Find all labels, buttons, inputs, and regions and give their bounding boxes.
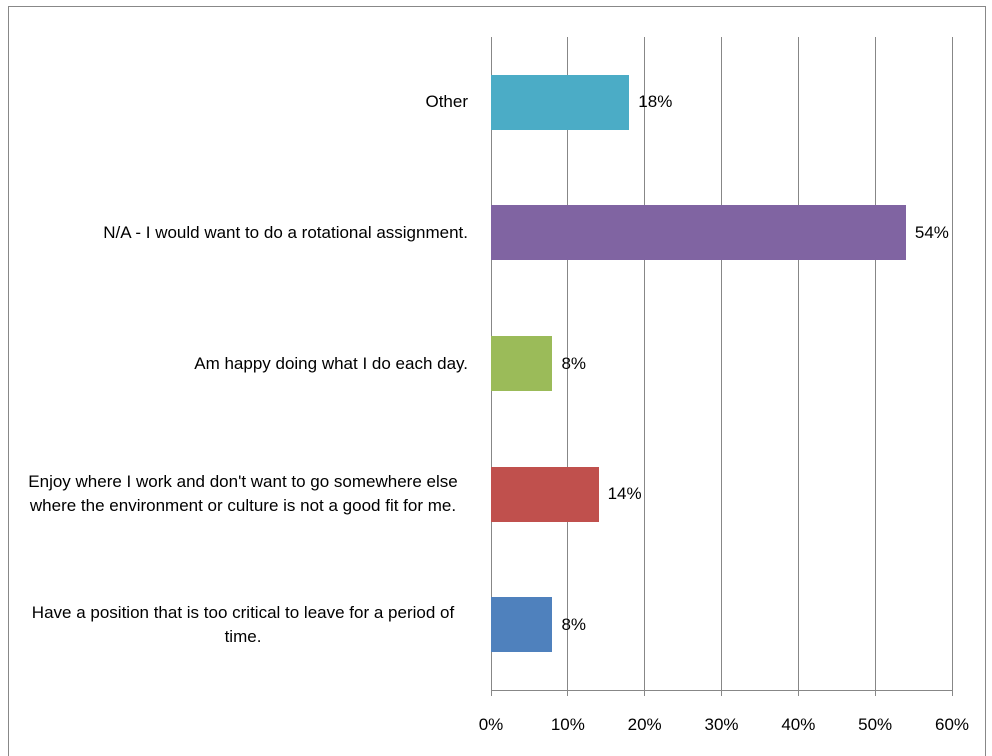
grid-line (951, 37, 953, 690)
tick-mark (490, 690, 492, 696)
tick-mark (567, 690, 569, 696)
x-tick-label: 60% (934, 715, 970, 734)
data-label: 14% (607, 484, 642, 504)
category-label-box: Have a position that is too critical to … (8, 575, 468, 675)
bar (491, 597, 553, 653)
grid-line (567, 37, 569, 690)
tick-mark (797, 690, 799, 696)
y-tick-label: N/A - I would want to do a rotational as… (103, 222, 468, 242)
y-tick-label: Have a position that is too critical to … (31, 602, 455, 646)
x-tick-label: 40% (781, 715, 816, 734)
grid-line (644, 37, 646, 690)
data-label: 18% (638, 92, 673, 112)
category-label-box: N/A - I would want to do a rotational as… (8, 183, 468, 283)
data-label: 8% (561, 614, 587, 634)
category-label-box: Enjoy where I work and don't want to go … (8, 444, 468, 544)
x-axis-line (491, 690, 952, 691)
x-tick-label: 20% (627, 715, 662, 734)
data-label: 8% (561, 353, 587, 373)
bar (491, 74, 630, 130)
tick-mark (874, 690, 876, 696)
x-tick-label: 10% (550, 715, 585, 734)
grid-line (721, 37, 722, 690)
category-label-box: Am happy doing what I do each day. (8, 314, 468, 414)
y-tick-label: Am happy doing what I do each day. (194, 353, 468, 373)
grid-line (874, 37, 876, 690)
chart-frame (8, 6, 986, 756)
bar (491, 336, 553, 391)
data-label: 54% (914, 222, 949, 242)
x-tick-label: 50% (858, 715, 893, 734)
bar (491, 466, 599, 522)
tick-mark (721, 690, 722, 696)
grid-line (797, 37, 799, 690)
bar (491, 205, 906, 261)
tick-mark (644, 690, 646, 696)
category-label-box: Other (8, 52, 468, 152)
x-tick-label: 30% (704, 715, 739, 734)
y-tick-label: Other (425, 92, 468, 112)
tick-mark (951, 690, 953, 696)
x-tick-label: 0% (478, 715, 504, 734)
y-tick-label: Enjoy where I work and don't want to go … (28, 472, 458, 516)
